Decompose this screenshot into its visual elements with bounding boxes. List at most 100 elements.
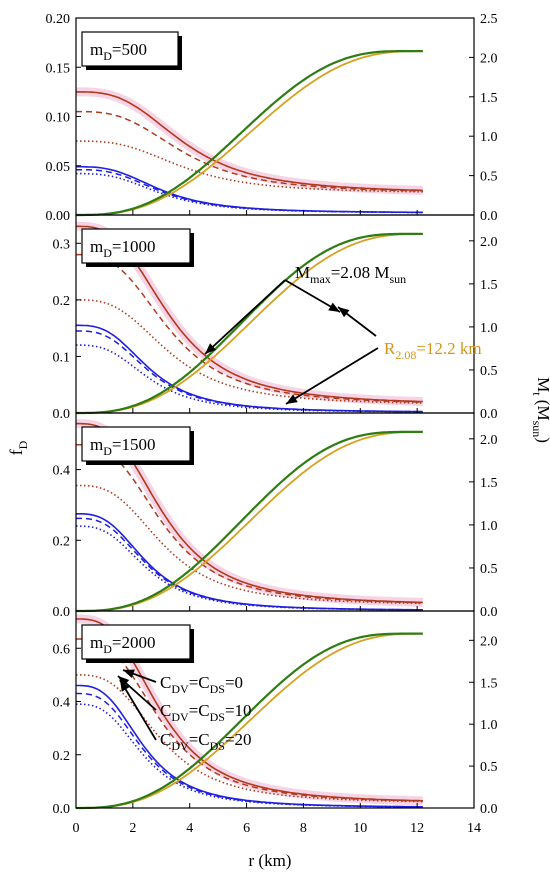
left-tick-label: 0.2	[53, 749, 71, 764]
right-tick-label: 1.0	[480, 321, 498, 336]
right-tick-label: 0.0	[480, 407, 498, 422]
arrow-head	[286, 394, 298, 404]
right-tick-label: 2.0	[480, 634, 498, 649]
fD-light-dot_0	[76, 703, 423, 808]
arrow-line	[285, 347, 379, 405]
right-tick-label: 1.0	[480, 718, 498, 733]
svg-text:fD: fD	[6, 440, 30, 455]
panel-2: 0.0 0.1 0.2 0.3 0.0 0.5 1.0 1.5 2.0 mD=1000	[53, 214, 498, 422]
left-tick-label: 0.0	[53, 802, 71, 817]
fD-heavy-dash_0	[76, 444, 423, 604]
x-axis-label: r (km)	[249, 851, 292, 870]
mass-green	[76, 50, 423, 217]
x-tick-label: 4	[186, 821, 193, 836]
mmax-annotation: Mmax=2.08 Msun	[295, 263, 406, 286]
right-tick-label: 0.0	[480, 209, 498, 224]
right-tick-label: 2.0	[480, 235, 498, 250]
panel-3: 0.0 0.2 0.4 0.0 0.5 1.0 1.5 2.0 mD=1500	[53, 412, 498, 620]
left-tick-label: 0.1	[53, 350, 71, 365]
fD-light-dash_0	[76, 168, 423, 214]
right-tick-label: 1.0	[480, 519, 498, 534]
arrow-head	[118, 676, 130, 687]
arrow-line	[204, 279, 286, 355]
panels-group: 0.00 0.05 0.10 0.15 0.20 0.0 0.5 1.0 1.5 2.0 2.5 mD…	[46, 12, 498, 817]
right-tick-label: 2.0	[480, 433, 498, 448]
mass-green	[76, 430, 423, 613]
right-tick-label: 1.5	[480, 278, 498, 293]
panel-4: 0.0 0.2 0.4 0.6 0.0 0.5 1.0 1.5 2.0 mD=2000	[53, 610, 498, 817]
fD-light-solid_0	[76, 513, 423, 611]
left-tick-label: 0.0	[53, 605, 71, 620]
fD-light-dot_0	[76, 344, 423, 413]
left-ticks: 0.0 0.1 0.2 0.3	[53, 237, 81, 422]
panel-label-box: mD=2000	[81, 624, 194, 663]
plot-frame	[75, 610, 475, 809]
curves	[76, 50, 423, 217]
left-tick-label: 0.10	[46, 111, 71, 126]
mass-green	[76, 232, 423, 415]
left-tick-label: 0.3	[53, 237, 71, 252]
right-tick-label: 1.5	[480, 476, 498, 491]
right-tick-label: 1.5	[480, 676, 498, 691]
left-tick-label: 0.6	[53, 642, 71, 657]
curves	[76, 614, 423, 810]
x-tick-label: 0	[73, 821, 80, 836]
right-tick-label: 0.5	[480, 364, 498, 379]
right-tick-label: 0.0	[480, 802, 498, 817]
left-tick-label: 0.05	[46, 160, 71, 175]
right-tick-label: 0.5	[480, 760, 498, 775]
arrow-head	[328, 302, 340, 312]
arrow-head	[123, 669, 135, 678]
x-tick-label: 10	[353, 821, 367, 836]
right-tick-label: 0.5	[480, 170, 498, 185]
x-tick-label: 12	[410, 821, 424, 836]
left-tick-label: 0.2	[53, 534, 71, 549]
left-tick-label: 0.0	[53, 407, 71, 422]
arrow-head	[338, 307, 350, 318]
left-axis-label: fD	[6, 440, 30, 455]
panel-1: 0.00 0.05 0.10 0.15 0.20 0.0 0.5 1.0 1.5 2.0 2.5 mD…	[46, 12, 498, 224]
arrow-line	[119, 679, 157, 741]
left-tick-label: 0.4	[53, 696, 71, 711]
right-axis-label: Mt (Msun)	[530, 377, 550, 443]
left-ticks: 0.0 0.2 0.4 0.6	[53, 642, 81, 817]
fD-heavy-dash_0	[76, 638, 423, 802]
legend-label-0: CDV=CDS=0	[160, 673, 243, 696]
arrow-head	[205, 343, 217, 354]
fD-light-dot_0	[76, 525, 423, 611]
fD-heavy-dash_0	[76, 110, 423, 192]
legend-label-1: CDV=CDS=10	[160, 701, 252, 724]
arrow-head	[120, 680, 130, 692]
right-tick-label: 0.0	[480, 605, 498, 620]
panel-label-box: mD=1000	[81, 228, 194, 267]
left-ticks: 0.00 0.05 0.10 0.15 0.20	[46, 12, 81, 224]
fD-heavy-solid_0	[76, 91, 423, 192]
right-ticks: 0.0 0.5 1.0 1.5 2.0	[469, 235, 498, 422]
right-ticks: 0.0 0.5 1.0 1.5 2.0	[469, 634, 498, 817]
x-tick-label: 6	[243, 821, 250, 836]
x-tick-label: 8	[300, 821, 307, 836]
left-tick-label: 0.2	[53, 294, 71, 309]
svg-text:Mt (Msun): Mt (Msun)	[530, 377, 550, 443]
right-tick-label: 2.0	[480, 51, 498, 66]
right-tick-label: 0.5	[480, 562, 498, 577]
fD-heavy-dot_0	[76, 674, 423, 803]
left-tick-label: 0.20	[46, 12, 71, 27]
panel-label-box: mD=500	[81, 31, 182, 70]
right-ticks: 0.0 0.5 1.0 1.5 2.0 2.5	[469, 12, 498, 224]
right-tick-label: 1.0	[480, 130, 498, 145]
fD-heavy-dash_0	[76, 253, 423, 403]
left-tick-label: 0.15	[46, 61, 71, 76]
panel-label-box: mD=1500	[81, 426, 194, 465]
right-ticks: 0.0 0.5 1.0 1.5 2.0	[469, 433, 498, 620]
x-tick-label: 2	[129, 821, 136, 836]
x-tick-label: 14	[467, 821, 481, 836]
left-tick-label: 0.4	[53, 464, 71, 479]
right-tick-label: 1.5	[480, 91, 498, 106]
left-tick-label: 0.00	[46, 209, 71, 224]
right-tick-label: 2.5	[480, 12, 498, 27]
annotations-group: Mmax=2.08 Msun R2.08=12.2 km CDV=CDS=0 CDV=…	[117, 263, 482, 753]
fD-heavy-dot_0	[76, 299, 423, 404]
